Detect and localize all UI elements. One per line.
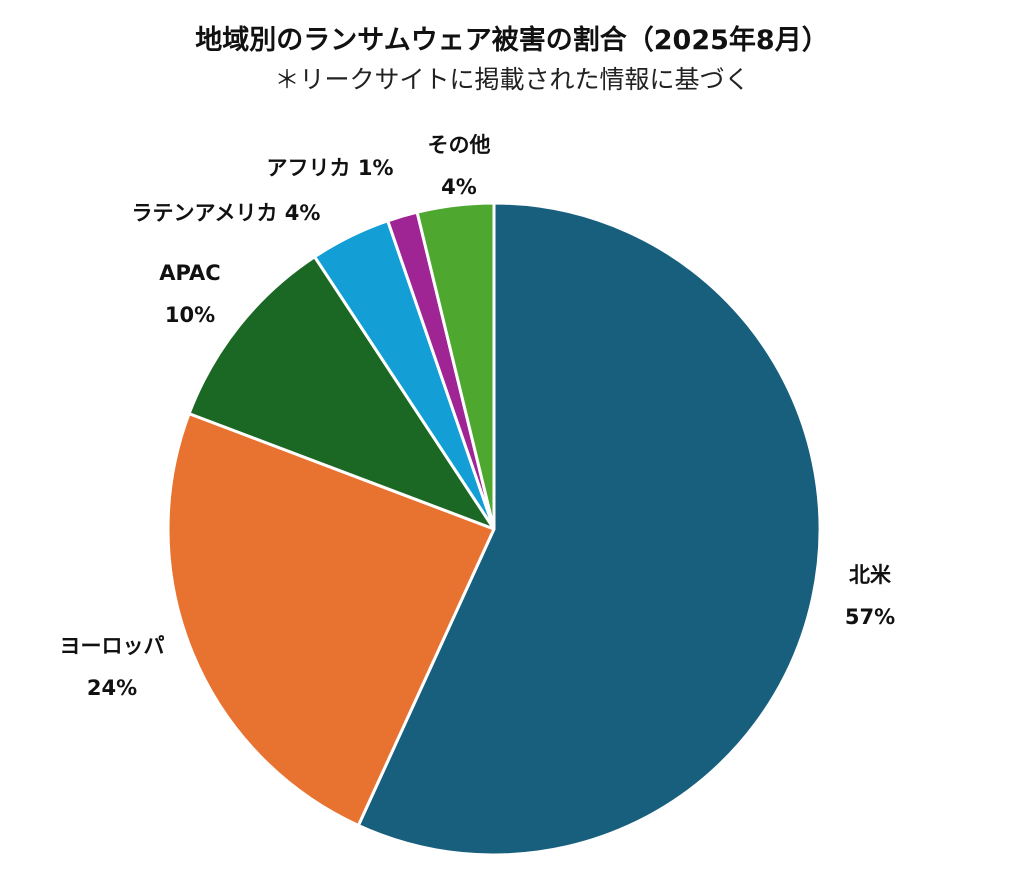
slice-label-0: 北米 — [849, 563, 892, 587]
slice-value-label-5: 4% — [441, 175, 477, 199]
slice-value-label-0: 57% — [845, 605, 895, 629]
chart-subtitle: ＊リークサイトに掲載された情報に基づく — [274, 65, 750, 94]
slice-label-4: アフリカ 1% — [267, 156, 394, 180]
pie-slice-1 — [166, 412, 496, 827]
slice-label-5: その他 — [428, 133, 491, 157]
chart-title: 地域別のランサムウェア被害の割合（2025年8月） — [195, 25, 829, 56]
slice-label-3: ラテンアメリカ 4% — [132, 201, 321, 225]
slice-value-label-2: 10% — [165, 303, 215, 327]
pie-slice-5 — [415, 201, 496, 531]
slice-label-2: APAC — [159, 261, 220, 285]
pie-slice-0 — [356, 201, 822, 857]
slice-value-label-1: 24% — [87, 676, 137, 700]
pie-slice-2 — [187, 255, 496, 531]
slice-label-1: ヨーロッパ — [60, 634, 165, 658]
